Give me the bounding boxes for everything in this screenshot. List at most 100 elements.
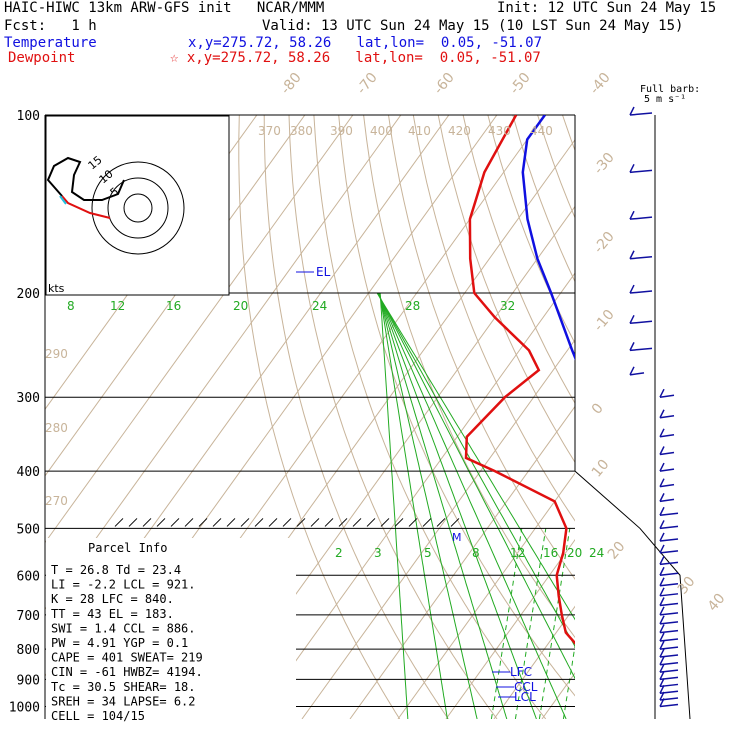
wind-barb-feather xyxy=(659,544,665,554)
wind-barb xyxy=(659,602,679,607)
wind-barb xyxy=(659,646,679,650)
dry-adiabat-line xyxy=(263,115,449,719)
wind-barb-feather xyxy=(629,366,635,376)
theta-label: 280 xyxy=(45,421,68,435)
forecast-hour: Fcst: 1 h xyxy=(4,18,97,34)
wind-barb-feather xyxy=(629,250,635,260)
hatch-mark xyxy=(394,518,404,527)
dry-adiabat-line xyxy=(437,115,575,464)
wind-barb-feather xyxy=(659,648,665,658)
wind-barb-feather xyxy=(659,606,665,616)
hatch-mark xyxy=(436,518,446,527)
wind-barb xyxy=(659,498,675,503)
wind-barb-feather xyxy=(659,462,665,472)
isotherm-label: 10 xyxy=(589,457,613,481)
parcel-info-row: PW = 4.91 YGP = 0.1 xyxy=(51,636,188,650)
wind-barb xyxy=(659,525,679,530)
wind-barb-feather xyxy=(659,532,665,542)
isotherm-label: -80 xyxy=(278,70,305,98)
wind-barb xyxy=(659,654,679,658)
wind-barb-feather xyxy=(659,624,665,633)
diagram-background xyxy=(44,114,740,720)
wind-barb-feather xyxy=(659,615,665,625)
hodograph-units: kts xyxy=(48,282,65,295)
sounding-profiles xyxy=(464,115,575,645)
moist-adiabat-line xyxy=(378,292,537,719)
theta-label: 400 xyxy=(370,124,393,138)
init-time: Init: 12 UTC Sun 24 May 15 xyxy=(497,0,717,16)
wind-barb xyxy=(659,582,679,587)
parcel-info-row: CIN = -61 HWBZ= 4194. xyxy=(51,665,203,679)
dry-adiabat-line xyxy=(662,115,740,719)
mixing-ratio-label: 8 xyxy=(67,299,75,313)
wind-barb xyxy=(659,572,679,576)
wind-barb xyxy=(659,661,679,666)
wind-barb-feather xyxy=(659,493,665,502)
moist-adiabat-line xyxy=(378,292,508,719)
pressure-tick-label: 600 xyxy=(17,569,40,584)
hatch-mark xyxy=(128,518,138,527)
wind-barb-feather xyxy=(659,671,665,680)
wind-barb xyxy=(659,683,679,688)
isotherm-line xyxy=(45,115,354,544)
theta-label: 270 xyxy=(45,494,68,508)
wind-barbs xyxy=(629,106,679,719)
hodograph-ring xyxy=(107,177,169,239)
parcel-info-row: LI = -2.2 LCL = 921. xyxy=(51,578,196,592)
wind-barb-feather xyxy=(659,506,665,516)
isotherm-line xyxy=(445,538,575,719)
wind-barb-feather xyxy=(629,342,635,351)
hodograph-trace-upper xyxy=(46,156,125,201)
dry-adiabat-line xyxy=(388,115,575,580)
isotherm-line xyxy=(493,605,575,719)
moist-adiabat-line xyxy=(377,292,575,680)
wind-barb-feather xyxy=(659,520,665,529)
dewpoint-profile xyxy=(464,115,575,645)
mixing-ratio-label: 2 xyxy=(335,546,343,560)
wind-barb xyxy=(629,372,645,376)
theta-label: 290 xyxy=(45,347,68,361)
wind-barb-feather xyxy=(659,446,665,455)
hatch-mark xyxy=(380,518,390,527)
moist-adiabat-line xyxy=(377,292,567,719)
wind-barb xyxy=(659,621,679,625)
hodograph-trace-low xyxy=(61,195,111,219)
wind-barb xyxy=(659,593,679,597)
dry-adiabat-line xyxy=(612,115,740,719)
hodograph-trace-mid xyxy=(59,195,67,205)
pressure-tick-label: 200 xyxy=(17,287,40,302)
wind-barb xyxy=(629,112,653,116)
mixing-ratio-label: 8 xyxy=(472,546,480,560)
pressure-tick-label: 300 xyxy=(17,391,40,406)
mixing-ratio-label: 5 xyxy=(424,546,432,560)
isotherm-label: 20 xyxy=(605,539,629,563)
isotherm-label: 40 xyxy=(705,591,729,615)
wind-barb xyxy=(629,256,653,260)
isotherm-label: -60 xyxy=(431,70,458,98)
hatch-mark xyxy=(212,518,222,527)
parcel-info-row: Tc = 30.5 SHEAR= 18. xyxy=(51,680,196,694)
wind-barb-feather xyxy=(659,587,665,597)
moist-adiabat-line xyxy=(378,292,478,719)
hodograph-ring xyxy=(123,193,153,223)
level-label-lcl: LCL xyxy=(514,690,536,704)
hatch-mark xyxy=(240,518,250,527)
isotherm-line xyxy=(349,405,575,719)
hatch-mark xyxy=(170,518,180,527)
theta-label: 430 xyxy=(488,124,511,138)
isotherm-label: -40 xyxy=(587,70,614,98)
parcel-info-row: SWI = 1.4 CCL = 886. xyxy=(51,621,196,635)
wind-barb xyxy=(659,697,679,701)
parcel-info-row: T = 26.8 Td = 23.4 xyxy=(51,563,181,577)
mixing-ratio-label: 16 xyxy=(543,546,558,560)
barb-key-units: 5 m s⁻¹ xyxy=(644,94,687,105)
theta-label: 410 xyxy=(408,124,431,138)
wind-barb xyxy=(659,550,679,554)
hatch-mark xyxy=(268,518,278,527)
isotherm-label: 0 xyxy=(589,400,607,417)
hatch-mark xyxy=(366,518,376,527)
isotherm-label: -20 xyxy=(591,229,618,257)
isotherm-line xyxy=(734,115,740,719)
theta-label: 440 xyxy=(530,124,553,138)
wind-barb xyxy=(659,415,675,419)
